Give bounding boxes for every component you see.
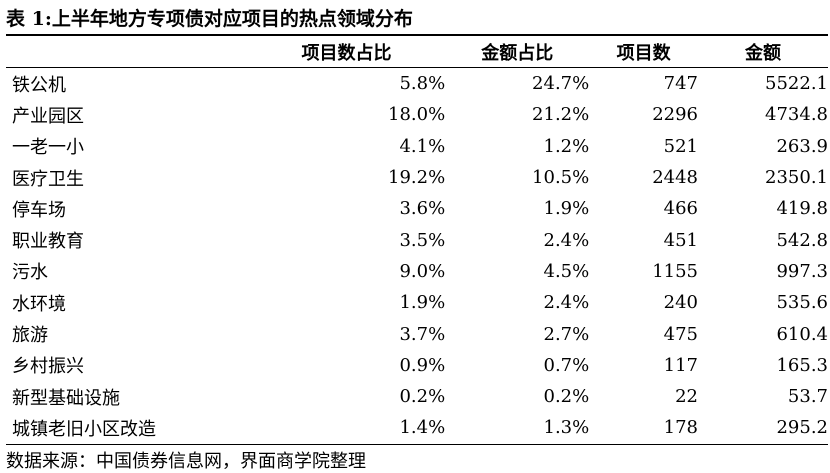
cell: 295.2 [776, 417, 828, 439]
cell: 10.5% [532, 167, 590, 189]
cell: 610.4 [776, 323, 828, 345]
cell: 997.3 [776, 260, 828, 282]
row-label: 水环境 [12, 293, 66, 315]
cell: 475 [663, 323, 699, 345]
cell: 535.6 [776, 292, 828, 314]
row-label: 停车场 [12, 199, 66, 221]
column-header: 金额 [698, 35, 828, 68]
cell: 747 [663, 73, 699, 95]
table-row: 铁公机 5.8% 24.7% 747 5522.1 [6, 68, 828, 100]
table-row: 职业教育 3.5% 2.4% 451 542.8 [6, 224, 828, 255]
cell: 165.3 [776, 354, 828, 376]
cell: 3.6% [399, 198, 446, 220]
row-label: 旅游 [12, 325, 48, 347]
table-row: 新型基础设施 0.2% 0.2% 22 53.7 [6, 381, 828, 412]
column-header: 金额占比 [445, 35, 590, 68]
column-header [6, 35, 248, 68]
cell: 451 [663, 229, 699, 251]
cell: 3.5% [399, 229, 446, 251]
table-row: 污水 9.0% 4.5% 1155 997.3 [6, 256, 828, 287]
source-note: 数据来源：中国债券信息网，界面商学院整理 [6, 451, 366, 472]
cell: 1.9% [399, 292, 446, 314]
cell: 22 [675, 386, 699, 408]
cell: 9.0% [399, 260, 446, 282]
table-title: 表 1:上半年地方专项债对应项目的热点领域分布 [6, 8, 413, 30]
cell: 19.2% [388, 167, 446, 189]
data-table: 项目数占比 金额占比 项目数 金额 铁公机 5.8% 24.7% 747 5522.1 产业园区… [6, 34, 828, 445]
row-label: 职业教育 [12, 231, 84, 253]
cell: 178 [663, 417, 699, 439]
cell: 1.4% [399, 417, 446, 439]
table-row: 停车场 3.6% 1.9% 466 419.8 [6, 193, 828, 224]
cell: 542.8 [776, 229, 828, 251]
row-label: 一老一小 [12, 137, 84, 159]
row-label: 城镇老旧小区改造 [12, 418, 156, 440]
cell: 5522.1 [765, 73, 828, 95]
cell: 1.9% [543, 198, 590, 220]
cell: 1.3% [543, 417, 590, 439]
cell: 21.2% [532, 104, 590, 126]
row-label: 污水 [12, 262, 48, 284]
cell: 3.7% [399, 323, 446, 345]
cell: 240 [663, 292, 699, 314]
table-row: 城镇老旧小区改造 1.4% 1.3% 178 295.2 [6, 412, 828, 444]
cell: 2448 [652, 167, 699, 189]
table-row: 产业园区 18.0% 21.2% 2296 4734.8 [6, 99, 828, 130]
row-label: 新型基础设施 [12, 387, 120, 409]
cell: 521 [663, 135, 699, 157]
column-header: 项目数占比 [247, 35, 446, 68]
cell: 4.5% [543, 260, 590, 282]
cell: 2.4% [543, 229, 590, 251]
row-label: 产业园区 [12, 105, 84, 127]
cell: 1155 [652, 260, 699, 282]
table-row: 乡村振兴 0.9% 0.7% 117 165.3 [6, 350, 828, 381]
cell: 263.9 [776, 135, 828, 157]
cell: 0.2% [543, 386, 590, 408]
cell: 18.0% [388, 104, 446, 126]
header-row: 项目数占比 金额占比 项目数 金额 [6, 35, 828, 68]
table-row: 医疗卫生 19.2% 10.5% 2448 2350.1 [6, 162, 828, 193]
table-row: 水环境 1.9% 2.4% 240 535.6 [6, 287, 828, 318]
cell: 24.7% [532, 73, 590, 95]
cell: 53.7 [787, 386, 828, 408]
table-row: 一老一小 4.1% 1.2% 521 263.9 [6, 131, 828, 162]
cell: 2350.1 [765, 167, 828, 189]
cell: 2.4% [543, 292, 590, 314]
row-label: 乡村振兴 [12, 356, 84, 378]
cell: 466 [663, 198, 699, 220]
cell: 4.1% [399, 135, 446, 157]
table-row: 旅游 3.7% 2.7% 475 610.4 [6, 318, 828, 349]
cell: 1.2% [543, 135, 590, 157]
cell: 2.7% [543, 323, 590, 345]
cell: 2296 [652, 104, 699, 126]
table-body: 铁公机 5.8% 24.7% 747 5522.1 产业园区 18.0% 21.2% 2296 4… [6, 68, 828, 445]
cell: 4734.8 [765, 104, 828, 126]
cell: 419.8 [776, 198, 828, 220]
row-label: 医疗卫生 [12, 168, 84, 190]
column-header: 项目数 [589, 35, 699, 68]
cell: 117 [663, 354, 699, 376]
row-label: 铁公机 [12, 74, 66, 96]
cell: 5.8% [399, 73, 446, 95]
cell: 0.2% [399, 386, 446, 408]
cell: 0.9% [399, 354, 446, 376]
cell: 0.7% [543, 354, 590, 376]
